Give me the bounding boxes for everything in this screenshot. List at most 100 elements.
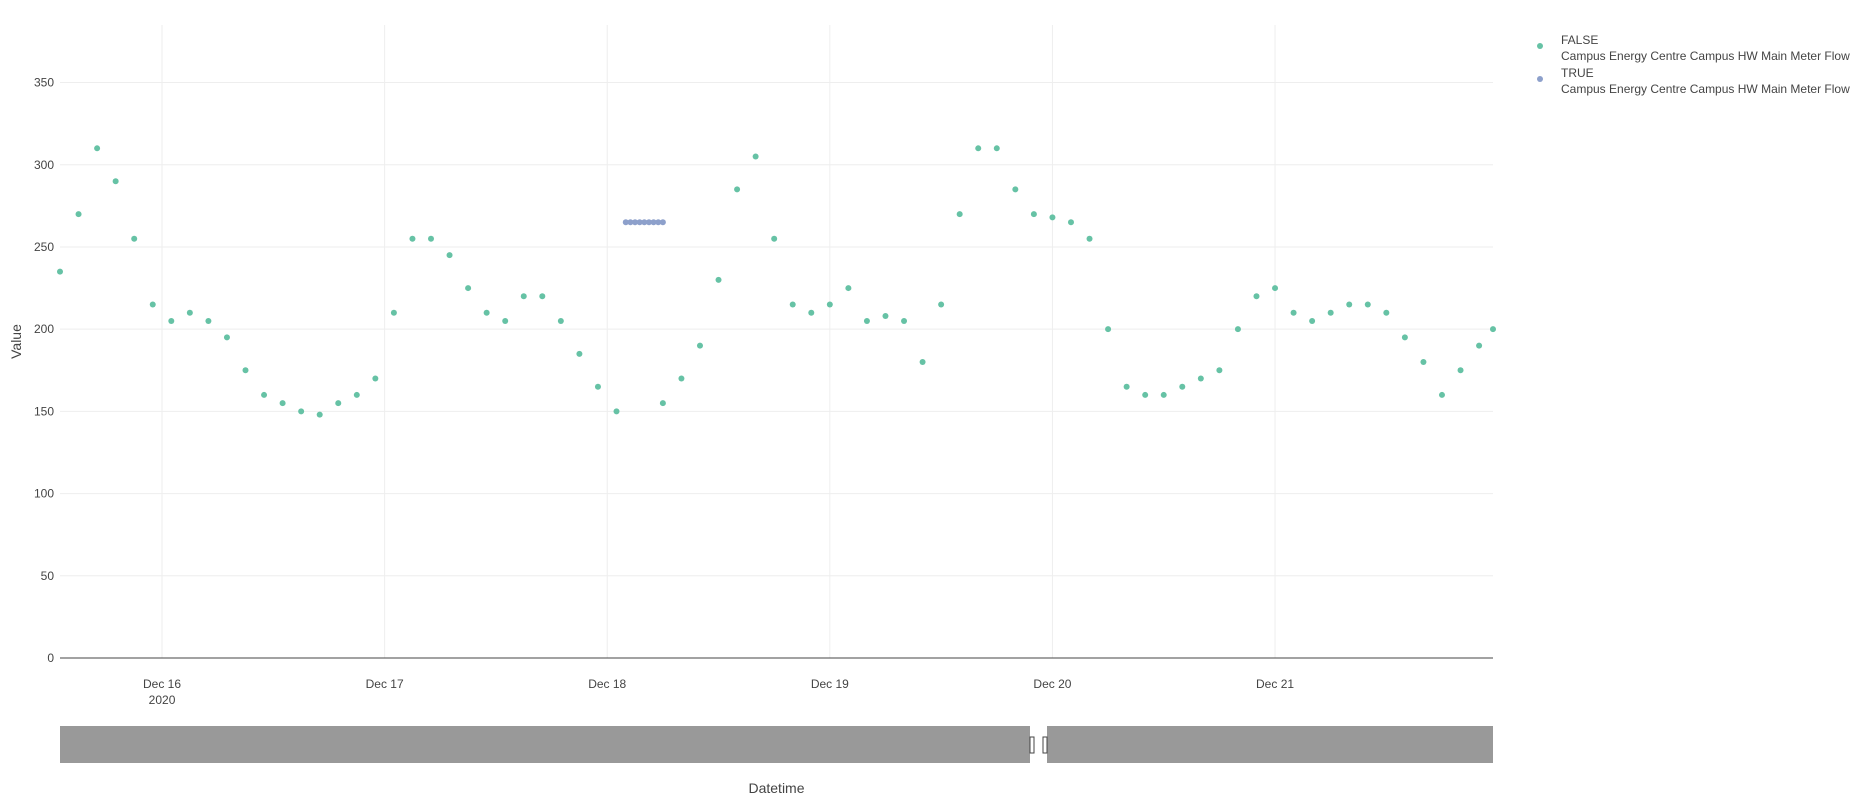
range-slider-handle-left[interactable] [1029,736,1035,754]
data-point-false[interactable] [279,400,286,407]
data-point-false[interactable] [863,317,870,324]
data-point-false[interactable] [1197,375,1204,382]
data-point-false[interactable] [771,235,778,242]
data-point-false[interactable] [845,285,852,292]
data-point-true[interactable] [645,219,652,226]
data-point-true[interactable] [632,219,639,226]
data-point-false[interactable] [502,317,509,324]
data-point-false[interactable] [956,211,963,218]
data-point-false[interactable] [390,309,397,316]
data-point-false[interactable] [1476,342,1483,349]
data-point-false[interactable] [372,375,379,382]
data-point-false[interactable] [1067,219,1074,226]
data-point-false[interactable] [131,235,138,242]
data-point-false[interactable] [261,391,268,398]
legend-marker[interactable] [1537,43,1543,49]
range-slider-mask-right[interactable] [1047,726,1493,763]
plot-area[interactable] [57,145,1496,418]
range-slider-mask-left[interactable] [60,726,1030,763]
data-point-false[interactable] [1457,367,1464,374]
data-point-false[interactable] [696,342,703,349]
legend-label[interactable]: FALSE [1561,33,1598,47]
data-point-false[interactable] [1105,326,1112,333]
data-point-false[interactable] [205,317,212,324]
data-point-false[interactable] [1086,235,1093,242]
data-point-false[interactable] [1160,391,1167,398]
data-point-false[interactable] [1438,391,1445,398]
data-point-false[interactable] [483,309,490,316]
data-point-false[interactable] [1216,367,1223,374]
data-point-false[interactable] [1179,383,1186,390]
data-point-false[interactable] [409,235,416,242]
data-point-false[interactable] [446,252,453,259]
data-point-false[interactable] [1142,391,1149,398]
range-slider[interactable] [60,726,1493,763]
data-point-false[interactable] [112,178,119,185]
data-point-false[interactable] [57,268,63,275]
data-point-true[interactable] [650,219,657,226]
data-point-false[interactable] [353,391,360,398]
data-point-false[interactable] [1272,285,1279,292]
data-point-false[interactable] [1364,301,1371,308]
data-point-true[interactable] [627,219,634,226]
data-point-false[interactable] [539,293,546,300]
data-point-false[interactable] [678,375,685,382]
data-point-false[interactable] [1290,309,1297,316]
data-point-false[interactable] [752,153,759,160]
data-point-false[interactable] [1049,214,1056,221]
data-point-true[interactable] [636,219,643,226]
data-point-false[interactable] [1012,186,1019,193]
legend-marker[interactable] [1537,76,1543,82]
data-point-false[interactable] [1327,309,1334,316]
data-point-false[interactable] [149,301,156,308]
data-point-false[interactable] [1234,326,1241,333]
data-point-true[interactable] [655,219,662,226]
range-slider-handle-right[interactable] [1042,736,1048,754]
data-point-false[interactable] [75,211,82,218]
data-point-false[interactable] [808,309,815,316]
data-point-false[interactable] [594,383,601,390]
data-point-false[interactable] [168,317,175,324]
data-point-false[interactable] [826,301,833,308]
data-point-false[interactable] [1123,383,1130,390]
data-point-false[interactable] [1383,309,1390,316]
data-point-false[interactable] [1253,293,1260,300]
data-point-true[interactable] [622,219,629,226]
data-point-false[interactable] [734,186,741,193]
data-point-false[interactable] [1420,359,1427,366]
data-point-false[interactable] [613,408,620,415]
data-point-false[interactable] [1490,326,1496,333]
data-point-false[interactable] [335,400,342,407]
data-point-false[interactable] [94,145,101,152]
data-point-false[interactable] [715,276,722,283]
data-point-false[interactable] [316,411,323,418]
data-point-false[interactable] [975,145,982,152]
data-point-false[interactable] [428,235,435,242]
data-point-false[interactable] [901,317,908,324]
legend-sublabel[interactable]: Campus Energy Centre Campus HW Main Mete… [1561,82,1850,96]
data-point-false[interactable] [993,145,1000,152]
data-point-false[interactable] [789,301,796,308]
data-point-true[interactable] [659,219,666,226]
data-point-false[interactable] [242,367,249,374]
legend-label[interactable]: TRUE [1561,66,1594,80]
data-point-false[interactable] [576,350,583,357]
legend[interactable]: FALSE Campus Energy Centre Campus HW Main… [1537,33,1850,96]
data-point-false[interactable] [882,313,889,320]
data-point-false[interactable] [938,301,945,308]
data-point-false[interactable] [1309,317,1316,324]
data-point-true[interactable] [641,219,648,226]
data-point-false[interactable] [520,293,527,300]
data-point-false[interactable] [298,408,305,415]
data-point-false[interactable] [465,285,472,292]
data-point-false[interactable] [1346,301,1353,308]
data-point-false[interactable] [919,359,926,366]
data-point-false[interactable] [659,400,666,407]
data-point-false[interactable] [186,309,193,316]
legend-sublabel[interactable]: Campus Energy Centre Campus HW Main Mete… [1561,49,1850,63]
data-point-false[interactable] [1030,211,1037,218]
data-point-false[interactable] [1401,334,1408,341]
data-point-false[interactable] [557,317,564,324]
data-point-false[interactable] [223,334,230,341]
